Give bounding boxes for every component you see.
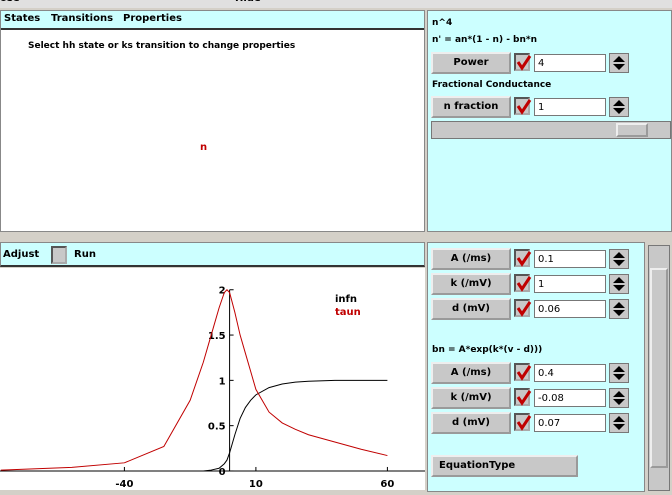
spinner-arrows xyxy=(613,391,625,405)
slider-thumb[interactable] xyxy=(616,123,648,137)
param-button[interactable]: A (/ms) xyxy=(431,248,511,270)
param-field[interactable]: 0.07 xyxy=(534,414,606,432)
checkmark xyxy=(516,276,532,292)
param-field[interactable]: 0.4 xyxy=(534,364,606,382)
run-checkbox[interactable] xyxy=(51,246,67,264)
menu-item[interactable]: Properties xyxy=(123,13,182,24)
param-button[interactable]: A (/ms) xyxy=(431,362,511,384)
spinner-arrows xyxy=(613,100,625,114)
x-tick-label: -40 xyxy=(115,479,133,490)
menu-bar: States Transitions Properties xyxy=(1,11,424,30)
spinner-arrows xyxy=(613,252,625,266)
param-button[interactable]: Power xyxy=(431,52,511,74)
spinner-arrows xyxy=(613,416,625,430)
param-button[interactable]: k (/mV) xyxy=(431,273,511,295)
checkmark xyxy=(516,390,532,406)
spinner[interactable] xyxy=(609,97,629,117)
param-check[interactable] xyxy=(514,363,532,381)
scrollbar[interactable] xyxy=(648,245,670,491)
adjust-label: Adjust xyxy=(3,249,40,260)
checkmark xyxy=(516,415,532,431)
y-tick-label: 1.5 xyxy=(208,331,226,342)
scroll-thumb[interactable] xyxy=(650,268,668,468)
series-line xyxy=(0,289,388,471)
param-check[interactable] xyxy=(514,249,532,267)
x-tick-label: 60 xyxy=(380,479,394,490)
param-check[interactable] xyxy=(514,413,532,431)
rates-panel: bn = A*exp(k*(v - d))) EquationType A (/… xyxy=(427,242,645,492)
states-panel: States Transitions Properties Select hh … xyxy=(0,10,425,232)
param-check[interactable] xyxy=(514,97,532,115)
param-button[interactable]: d (mV) xyxy=(431,412,511,434)
slider[interactable] xyxy=(431,121,671,139)
checkmark xyxy=(516,99,532,115)
y-tick-label: 0.5 xyxy=(208,422,226,433)
legend-entry: infn xyxy=(335,294,357,305)
run-label: Run xyxy=(74,249,96,260)
param-check[interactable] xyxy=(514,388,532,406)
plot-toolbar: Adjust Run xyxy=(0,242,425,267)
param-field[interactable]: -0.08 xyxy=(534,389,606,407)
y-tick-label: 0 xyxy=(219,467,226,478)
checkmark xyxy=(516,365,532,381)
param-field[interactable]: 1 xyxy=(534,275,606,293)
spinner[interactable] xyxy=(609,299,629,319)
param-field[interactable]: 0.06 xyxy=(534,300,606,318)
spinner[interactable] xyxy=(609,363,629,383)
equation: n' = an*(1 - n) - bn*n xyxy=(432,35,538,45)
param-button[interactable]: k (/mV) xyxy=(431,387,511,409)
spinner-arrows xyxy=(613,366,625,380)
properties-panel: n^4 n' = an*(1 - n) - bn*n Fractional Co… xyxy=(427,10,672,232)
param-button[interactable]: n fraction xyxy=(431,96,511,118)
checkmark xyxy=(516,55,532,71)
param-button[interactable]: d (mV) xyxy=(431,298,511,320)
param-field[interactable]: 1 xyxy=(534,98,606,116)
section-label: Fractional Conductance xyxy=(432,80,552,90)
title-strip: ose Hide xyxy=(0,0,672,8)
state-label[interactable]: n xyxy=(200,142,208,153)
beta-equation: bn = A*exp(k*(v - d))) xyxy=(432,345,543,355)
plot: -40 10 60 0 0.5 1 1.5 2 infn taun xyxy=(0,268,425,490)
param-check[interactable] xyxy=(514,274,532,292)
spinner[interactable] xyxy=(609,388,629,408)
param-field[interactable]: 0.1 xyxy=(534,250,606,268)
top-label: ose xyxy=(0,0,20,4)
spinner[interactable] xyxy=(609,413,629,433)
param-field[interactable]: 4 xyxy=(534,54,606,72)
instruction: Select hh state or ks transition to chan… xyxy=(28,41,296,51)
y-tick-label: 1 xyxy=(219,376,226,387)
menu-item[interactable]: Transitions xyxy=(51,13,114,24)
spinner[interactable] xyxy=(609,249,629,269)
spinner-arrows xyxy=(613,56,625,70)
spinner[interactable] xyxy=(609,53,629,73)
param-check[interactable] xyxy=(514,299,532,317)
param-check[interactable] xyxy=(514,53,532,71)
y-tick-label: 2 xyxy=(219,286,226,297)
spinner-arrows xyxy=(613,302,625,316)
top-label: Hide xyxy=(235,0,261,4)
x-tick-label: 10 xyxy=(249,479,263,490)
checkmark xyxy=(516,251,532,267)
equation-type-button[interactable]: EquationType xyxy=(431,455,578,477)
formula: n^4 xyxy=(432,18,453,28)
legend-entry: taun xyxy=(335,307,361,318)
spinner-arrows xyxy=(613,277,625,291)
series-line xyxy=(0,379,388,472)
menu-item[interactable]: States xyxy=(4,13,41,24)
checkmark xyxy=(516,301,532,317)
spinner[interactable] xyxy=(609,274,629,294)
